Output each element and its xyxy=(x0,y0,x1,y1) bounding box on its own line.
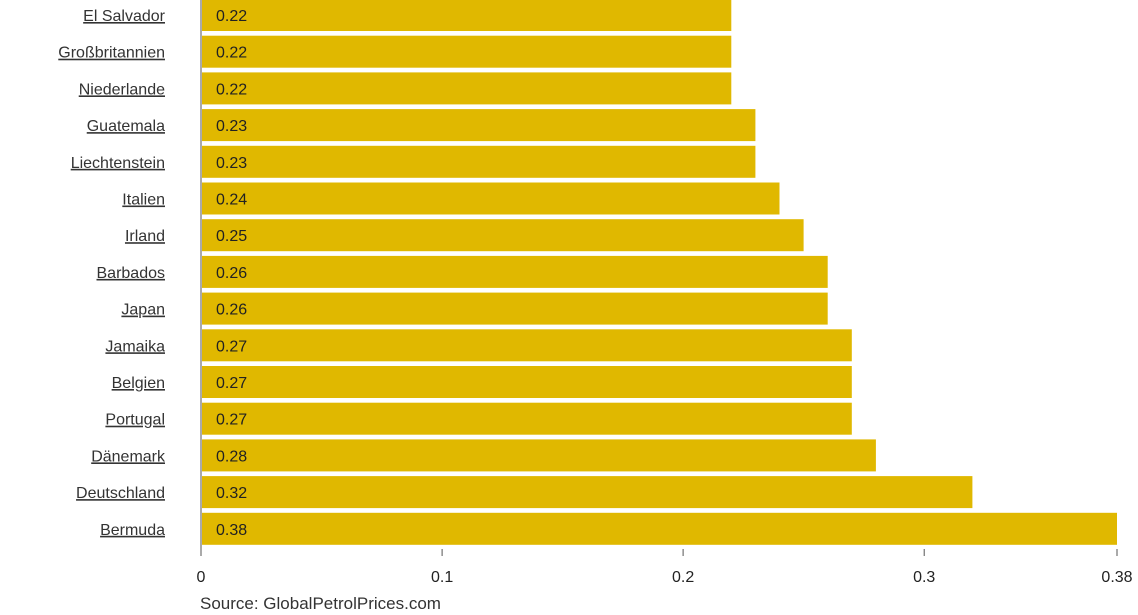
value-label: 0.23 xyxy=(216,155,247,172)
category-link[interactable]: El Salvador xyxy=(83,8,165,25)
bar xyxy=(202,292,828,325)
category-link[interactable]: Japan xyxy=(121,302,165,319)
value-label: 0.27 xyxy=(216,375,247,392)
category-link[interactable]: Großbritannien xyxy=(58,45,165,62)
x-tick-label: 0 xyxy=(197,569,206,586)
bar xyxy=(202,329,852,362)
bar xyxy=(202,402,852,435)
value-label: 0.26 xyxy=(216,302,247,319)
category-link[interactable]: Belgien xyxy=(112,375,165,392)
value-label: 0.26 xyxy=(216,265,247,282)
category-link[interactable]: Portugal xyxy=(105,412,165,429)
bar xyxy=(202,366,852,398)
category-link[interactable]: Liechtenstein xyxy=(71,155,165,172)
category-link[interactable]: Dänemark xyxy=(91,448,166,465)
value-label: 0.22 xyxy=(216,81,247,98)
value-label: 0.23 xyxy=(216,118,247,135)
bar xyxy=(202,439,876,472)
bar xyxy=(202,35,732,68)
bar xyxy=(202,219,804,252)
bar xyxy=(202,0,732,31)
category-link[interactable]: Niederlande xyxy=(79,81,165,98)
value-label: 0.22 xyxy=(216,8,247,25)
source-label: Source: GlobalPetrolPrices.com xyxy=(200,594,441,613)
bar xyxy=(202,476,973,509)
bar xyxy=(202,182,780,215)
category-link[interactable]: Bermuda xyxy=(100,522,165,539)
bar xyxy=(202,109,756,142)
x-tick-label: 0.38 xyxy=(1101,569,1132,586)
value-label: 0.38 xyxy=(216,522,247,539)
value-label: 0.25 xyxy=(216,228,247,245)
value-label: 0.28 xyxy=(216,448,247,465)
value-label: 0.27 xyxy=(216,338,247,355)
category-link[interactable]: Guatemala xyxy=(87,118,165,135)
x-tick-label: 0.1 xyxy=(431,569,453,586)
bar xyxy=(202,512,1117,545)
category-link[interactable]: Barbados xyxy=(97,265,166,282)
x-tick-label: 0.3 xyxy=(913,569,935,586)
value-label: 0.27 xyxy=(216,412,247,429)
bar xyxy=(202,145,756,178)
bar xyxy=(202,255,828,288)
category-link[interactable]: Italien xyxy=(122,192,165,209)
x-tick-label: 0.2 xyxy=(672,569,694,586)
bar xyxy=(202,72,732,105)
category-link[interactable]: Jamaika xyxy=(105,338,165,355)
category-link[interactable]: Irland xyxy=(125,228,165,245)
value-label: 0.32 xyxy=(216,485,247,502)
value-label: 0.24 xyxy=(216,192,247,209)
category-link[interactable]: Deutschland xyxy=(76,485,165,502)
value-label: 0.22 xyxy=(216,45,247,62)
